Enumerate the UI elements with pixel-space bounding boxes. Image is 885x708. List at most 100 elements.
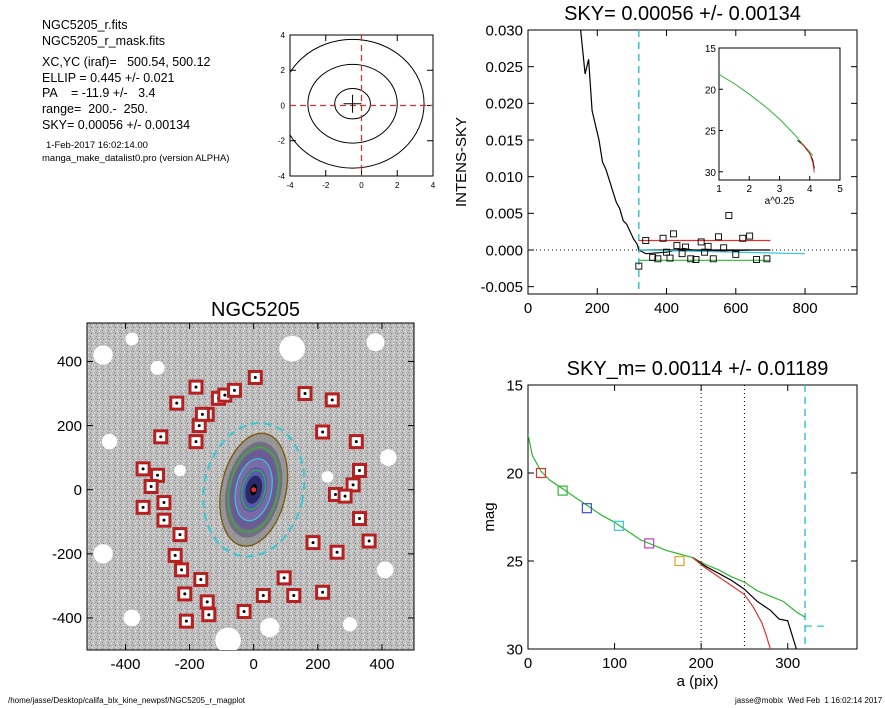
plot-frame bbox=[527, 384, 858, 650]
y-tick-label: 15 bbox=[506, 377, 523, 394]
masked-region bbox=[279, 335, 306, 362]
plot-frame bbox=[86, 322, 415, 651]
galaxy-image-plot: -400 -200 0 200 400 -400 -200 0 200 400 NGC5205 bbox=[52, 299, 415, 673]
y-tick-label: 0.020 bbox=[485, 96, 523, 113]
masked-region bbox=[174, 464, 186, 477]
masked-star-center bbox=[200, 412, 204, 416]
masked-region bbox=[380, 449, 397, 466]
masked-region bbox=[215, 627, 241, 650]
masked-star-center bbox=[358, 517, 361, 521]
isophote-contour bbox=[241, 469, 267, 511]
masked-star-center bbox=[197, 424, 201, 428]
y-tick-label: 400 bbox=[57, 354, 82, 371]
y-tick-label: -400 bbox=[52, 610, 82, 627]
masked-star-center bbox=[253, 376, 257, 379]
masked-star-center bbox=[354, 440, 358, 444]
masked-star-center bbox=[242, 610, 246, 614]
sky-data-point bbox=[701, 248, 709, 256]
y-tick-label: 20 bbox=[506, 465, 523, 482]
y-tick-label: 200 bbox=[57, 418, 82, 435]
sky-data-point bbox=[692, 256, 700, 263]
x-tick-label: 0 bbox=[250, 656, 258, 673]
masked-star-center bbox=[159, 435, 163, 439]
chart-title: SKY_m= 0.00114 +/- 0.01189 bbox=[567, 358, 829, 380]
mask-file-name: NGC5205_r_mask.fits bbox=[42, 33, 165, 48]
sky-data-point bbox=[663, 248, 670, 256]
masked-region bbox=[321, 471, 334, 483]
y-tick-label: 0.000 bbox=[485, 242, 523, 259]
masked-star-center bbox=[149, 485, 153, 488]
masked-star-center bbox=[282, 576, 286, 580]
x-tick-label: 0 bbox=[359, 181, 364, 190]
x-tick-label: 100 bbox=[602, 655, 627, 672]
masked-star-center bbox=[194, 385, 198, 389]
sky-annulus-ellipse bbox=[202, 422, 306, 558]
y-tick-label: 0 bbox=[281, 101, 286, 110]
masked-star-center bbox=[333, 493, 337, 497]
contour-lines bbox=[290, 35, 433, 176]
x-tick-label: 400 bbox=[654, 300, 679, 317]
mag-marker bbox=[581, 503, 592, 514]
masked-star-center bbox=[232, 388, 236, 392]
mag-marker bbox=[674, 555, 685, 567]
x-tick-label: 800 bbox=[793, 300, 818, 317]
masked-region bbox=[101, 433, 118, 450]
y-axis-label: mag bbox=[481, 502, 498, 531]
x-tick-label: 4 bbox=[431, 181, 436, 190]
masked-star-center bbox=[175, 401, 179, 405]
x-tick-label: -400 bbox=[110, 656, 140, 673]
masked-star-center bbox=[183, 592, 187, 596]
sky-data-point bbox=[704, 242, 712, 250]
sky-data-point bbox=[659, 234, 667, 242]
inset-x-tick-label: 3 bbox=[777, 184, 783, 195]
contour-ellipse bbox=[307, 63, 398, 144]
inset-x-tick-label: 1 bbox=[716, 184, 722, 195]
sky-data-point bbox=[746, 232, 754, 240]
masked-star-center bbox=[311, 541, 315, 545]
x-tick-label: -4 bbox=[286, 181, 294, 190]
masked-star-center bbox=[141, 467, 145, 471]
sky-data-point bbox=[753, 256, 761, 263]
sky-series-line bbox=[638, 249, 806, 255]
x-tick-label: 200 bbox=[585, 300, 610, 317]
masked-region bbox=[366, 333, 385, 352]
y-tick-label: 0.025 bbox=[485, 59, 523, 76]
y-tick-label: 0.030 bbox=[485, 22, 523, 39]
footer-path: /home/jasse/Desktop/califa_blx_kine_newp… bbox=[8, 696, 246, 705]
sky-data-point bbox=[642, 237, 650, 244]
info-block: NGC5205_r.fits NGC5205_r_mask.fits XC,YC… bbox=[42, 18, 229, 165]
magnitude-profile-plot: 0 100 200 300 15 20 25 30 SKY_m= 0.00114 +/- 0.0… bbox=[481, 358, 858, 690]
mag-marker bbox=[613, 520, 625, 531]
x-tick-label: 0 bbox=[524, 655, 532, 672]
masked-region bbox=[125, 332, 139, 346]
x-tick-label: 0 bbox=[524, 300, 532, 317]
y-tick-label: 4 bbox=[281, 31, 286, 40]
masked-star-center bbox=[184, 619, 188, 623]
x-tick-label: -2 bbox=[322, 181, 330, 190]
sky-data-point bbox=[666, 254, 674, 262]
masked-region bbox=[376, 561, 394, 579]
mag-series-line bbox=[692, 557, 797, 649]
fit-range: range= 200.- 250. bbox=[42, 101, 148, 116]
inset-series-line bbox=[800, 142, 815, 173]
ellipticity: ELLIP = 0.445 +/- 0.021 bbox=[42, 70, 175, 85]
sky-data-point bbox=[654, 255, 662, 263]
masked-star-center bbox=[141, 505, 145, 509]
chart-title: SKY= 0.00056 +/- 0.00134 bbox=[564, 3, 801, 25]
mag-marker bbox=[535, 467, 547, 479]
sky-data-point bbox=[635, 262, 643, 270]
x-tick-label: 300 bbox=[775, 655, 800, 672]
x-tick-label: 400 bbox=[369, 656, 394, 673]
sky-data-point bbox=[682, 243, 690, 251]
inset-frame bbox=[718, 47, 841, 181]
masked-star-center bbox=[173, 553, 177, 557]
sky-data-point bbox=[649, 253, 657, 261]
x-axis-label: a (pix) bbox=[677, 673, 719, 690]
masked-star-center bbox=[330, 398, 334, 402]
y-tick-label: -0.005 bbox=[480, 279, 523, 296]
mag-series-line bbox=[528, 434, 806, 618]
masked-star-center bbox=[351, 483, 355, 487]
masked-star-center bbox=[199, 577, 203, 581]
masked-star-center bbox=[358, 468, 361, 472]
